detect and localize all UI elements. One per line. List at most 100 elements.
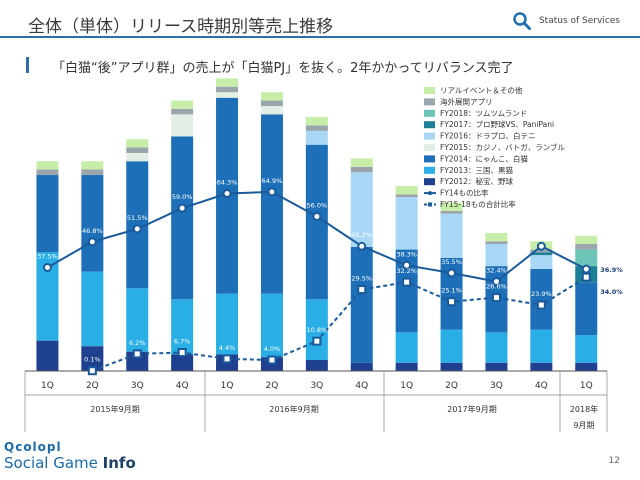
line-point [402, 260, 412, 270]
line-point [267, 355, 277, 365]
legend-swatch [424, 166, 435, 174]
x-tick-label: 2Q [266, 381, 279, 391]
x-tick-label: 1Q [41, 381, 54, 391]
bar-segment-7-7 [350, 166, 373, 173]
data-label: 26.6% [486, 283, 507, 291]
bar-segment-1-0 [36, 252, 59, 341]
bar-segment-2-12 [575, 282, 598, 336]
bar-segment-0-7 [350, 362, 373, 371]
legend-label: FY2016：ドラプロ、白テニ [440, 131, 535, 141]
bar-segment-4-8 [395, 197, 418, 250]
bar-segment-4-10 [485, 244, 508, 267]
line-point [177, 203, 187, 213]
x-tick-label: 3Q [310, 381, 323, 391]
data-label: 51.5% [127, 214, 148, 222]
x-tick-label: 2Q [445, 381, 458, 391]
bar-segment-5-11 [530, 252, 553, 256]
bar-segment-1-2 [126, 288, 149, 352]
headline: 「白猫“後”アプリ群」の売上が「白猫PJ」を抜く。2年かかってリバランス完了 [52, 61, 514, 76]
legend-swatch [424, 155, 435, 163]
bar-segment-3-5 [260, 106, 283, 115]
x-tick-label: 4Q [176, 381, 189, 391]
line-point [581, 264, 591, 274]
legend-swatch [424, 109, 435, 117]
bar-segment-3-3 [171, 114, 194, 137]
data-label: 6.7% [174, 338, 191, 346]
data-label: 32.2% [396, 267, 417, 275]
data-label: 29.5% [351, 275, 372, 283]
data-label: 4.0% [264, 345, 281, 353]
bar-segment-7-6 [305, 125, 328, 131]
data-label: 32.4% [486, 267, 507, 275]
line-point [447, 297, 457, 307]
bar-segment-2-7 [350, 246, 373, 363]
line-point [402, 277, 412, 287]
data-label: 64.9% [262, 177, 283, 185]
x-tick-label: 2Q [86, 381, 99, 391]
bar-segment-8-2 [126, 139, 149, 148]
line-point [222, 189, 232, 199]
data-label: 25.1% [441, 287, 462, 295]
bar-segment-0-6 [305, 359, 328, 371]
bar-segment-2-8 [395, 249, 418, 333]
bar-segment-8-12 [575, 235, 598, 245]
bar-segment-2-11 [530, 268, 553, 330]
line-point [222, 354, 232, 364]
legend-label: FY2013：三国、黒猫 [440, 165, 513, 175]
data-label: 36.9% [600, 266, 623, 274]
bar-segment-1-5 [260, 293, 283, 358]
line-point [42, 263, 52, 272]
bar-segment-7-5 [260, 100, 283, 107]
bar-segment-2-0 [36, 175, 59, 253]
bar-segment-1-3 [171, 299, 194, 355]
fiscal-year-label: 2015年9月期 [90, 404, 139, 414]
fiscal-year-label: 2018年 [570, 404, 598, 414]
bar-segment-8-5 [260, 92, 283, 101]
bar-segment-1-12 [575, 335, 598, 363]
bar-segment-3-2 [126, 152, 149, 162]
line-point [267, 187, 277, 197]
bar-segment-0-9 [440, 362, 463, 371]
data-label: 35.5% [441, 258, 462, 266]
line-point [491, 277, 501, 287]
bar-segment-1-6 [305, 299, 328, 360]
bar-segment-0-2 [126, 351, 149, 371]
bar-segment-8-8 [395, 186, 418, 195]
status-of-services: Status of Services [513, 12, 620, 30]
legend-swatch [424, 144, 435, 151]
bar-segment-0-10 [485, 362, 508, 371]
legend-label: リアルイベント＆その他 [440, 85, 523, 95]
legend-swatch [424, 121, 435, 129]
legend-swatch [424, 87, 435, 94]
data-label: 34.0% [600, 288, 623, 296]
legend-label: FY2014：にゃんこ、白猫 [440, 153, 528, 163]
fiscal-year-label: 9月期 [573, 421, 594, 430]
bar-segment-8-6 [305, 117, 328, 126]
data-label: 23.9% [531, 290, 552, 298]
x-tick-label: 4Q [535, 381, 548, 391]
bar-segment-2-9 [440, 257, 463, 330]
x-tick-label: 1Q [580, 381, 593, 391]
bar-segment-0-11 [530, 362, 553, 371]
bar-segment-2-1 [81, 175, 104, 272]
bar-segment-0-1 [81, 346, 104, 371]
line-point [536, 300, 546, 310]
legend-label: FY2017：プロ野球VS、PaniPani [440, 119, 554, 129]
data-label: 10.8% [307, 326, 328, 334]
legend-label: FY2018：ツムツムランド [440, 109, 527, 118]
page-number: 12 [608, 456, 620, 466]
bar-segment-7-3 [171, 108, 194, 115]
bar-segment-1-11 [530, 329, 553, 363]
x-tick-label: 3Q [490, 381, 503, 391]
data-label: 59.0% [172, 193, 193, 201]
line-point [177, 348, 187, 358]
legend-swatch [424, 132, 435, 140]
bar-segment-8-10 [485, 233, 508, 242]
bar-segment-7-2 [126, 147, 149, 153]
bar-segment-7-0 [36, 169, 59, 176]
site-logo: Qcolopl Social Game Info [4, 440, 136, 472]
logo-bottom: Social Game Info [4, 454, 136, 472]
legend-label: 海外展開アプリ [440, 96, 493, 106]
line-point [491, 293, 501, 303]
